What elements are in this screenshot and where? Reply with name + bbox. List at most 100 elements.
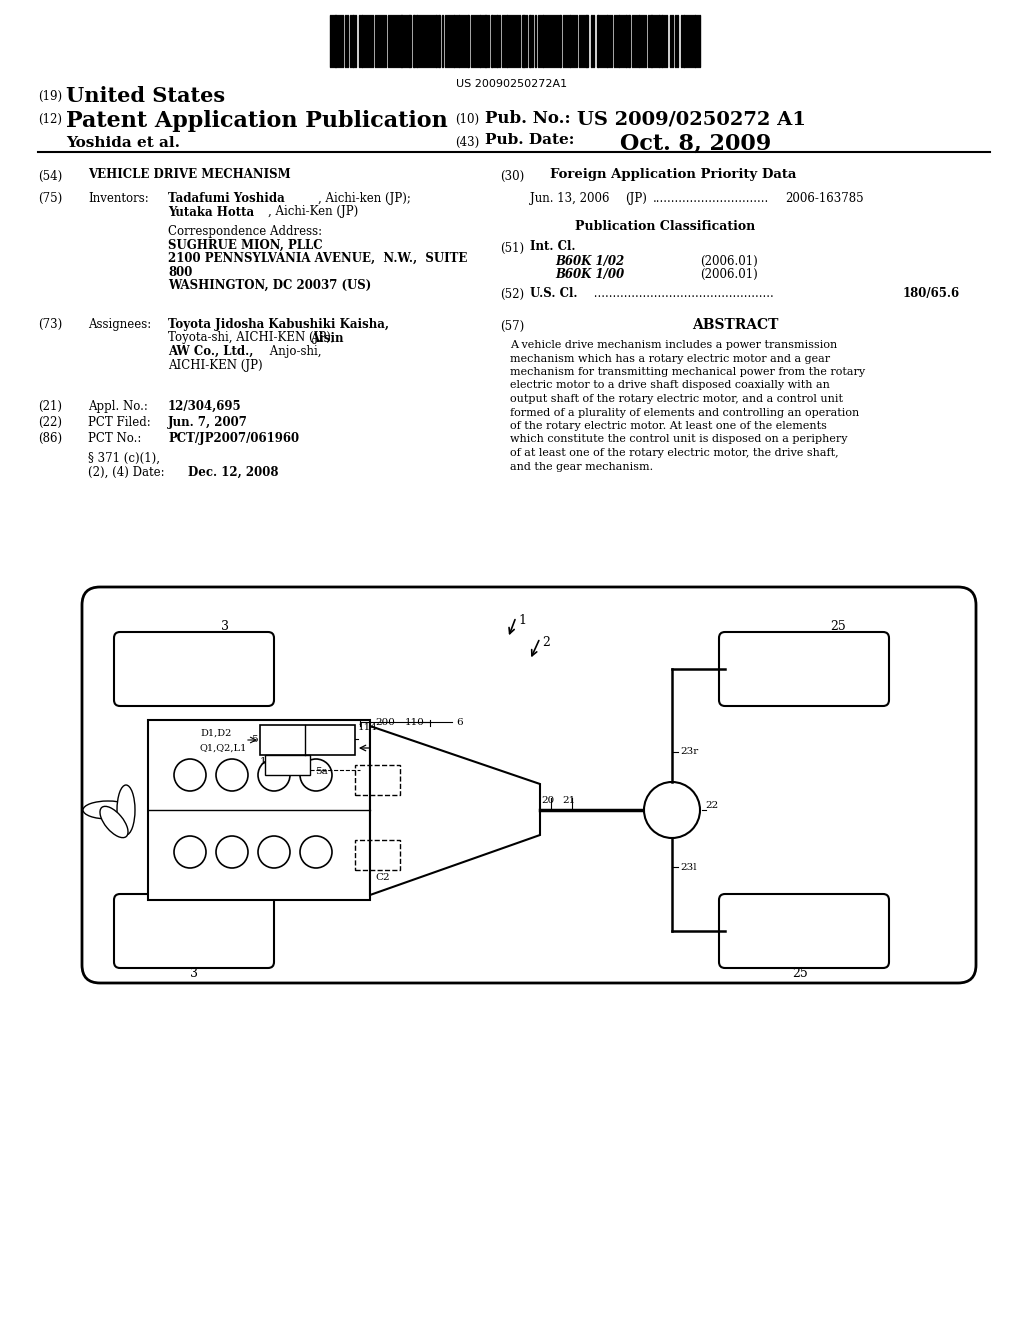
Bar bbox=[650, 15, 653, 67]
Text: 200: 200 bbox=[375, 718, 395, 727]
Text: PCT/JP2007/061960: PCT/JP2007/061960 bbox=[168, 432, 299, 445]
Bar bbox=[506, 15, 508, 67]
Bar bbox=[542, 15, 544, 67]
Text: 180/65.6: 180/65.6 bbox=[903, 286, 961, 300]
Text: US 20090250272A1: US 20090250272A1 bbox=[457, 79, 567, 88]
Text: VEHICLE DRIVE MECHANISM: VEHICLE DRIVE MECHANISM bbox=[88, 168, 291, 181]
Text: Jun. 7, 2007: Jun. 7, 2007 bbox=[168, 416, 248, 429]
Text: AICHI-KEN (JP): AICHI-KEN (JP) bbox=[168, 359, 262, 371]
Bar bbox=[334, 15, 337, 67]
Bar bbox=[467, 15, 469, 67]
Text: , Aichi-ken (JP);: , Aichi-ken (JP); bbox=[318, 191, 411, 205]
Bar bbox=[606, 15, 608, 67]
Text: 23r: 23r bbox=[680, 747, 698, 756]
Text: Inventors:: Inventors: bbox=[88, 191, 148, 205]
Circle shape bbox=[174, 759, 206, 791]
Text: 12/304,695: 12/304,695 bbox=[168, 400, 242, 413]
Bar bbox=[484, 15, 487, 67]
Text: Toyota Jidosha Kabushiki Kaisha,: Toyota Jidosha Kabushiki Kaisha, bbox=[168, 318, 389, 331]
Circle shape bbox=[300, 759, 332, 791]
Text: Toyota-shi, AICHI-KEN (JP);: Toyota-shi, AICHI-KEN (JP); bbox=[168, 331, 339, 345]
Bar bbox=[453, 15, 455, 67]
Text: Appl. No.:: Appl. No.: bbox=[88, 400, 147, 413]
Text: (10): (10) bbox=[455, 114, 479, 125]
Text: Yutaka Hotta: Yutaka Hotta bbox=[168, 206, 254, 219]
Text: D1,D2: D1,D2 bbox=[200, 729, 231, 738]
Text: (43): (43) bbox=[455, 136, 479, 149]
Text: (2006.01): (2006.01) bbox=[700, 255, 758, 268]
Text: SUGHRUE MION, PLLC: SUGHRUE MION, PLLC bbox=[168, 239, 323, 252]
Text: (86): (86) bbox=[38, 432, 62, 445]
Text: output shaft of the rotary electric motor, and a control unit: output shaft of the rotary electric moto… bbox=[510, 393, 843, 404]
Circle shape bbox=[258, 759, 290, 791]
Bar bbox=[148, 719, 370, 900]
Bar bbox=[529, 15, 531, 67]
Bar bbox=[458, 15, 460, 67]
Ellipse shape bbox=[83, 801, 133, 818]
Text: 2100 PENNSYLVANIA AVENUE,  N.W.,  SUITE: 2100 PENNSYLVANIA AVENUE, N.W., SUITE bbox=[168, 252, 467, 265]
Text: Aisin: Aisin bbox=[310, 331, 343, 345]
Text: (2), (4) Date:: (2), (4) Date: bbox=[88, 466, 165, 479]
Text: B60K 1/00: B60K 1/00 bbox=[555, 268, 624, 281]
Text: ................................................: ........................................… bbox=[590, 286, 774, 300]
Text: 3: 3 bbox=[221, 620, 229, 634]
Text: (75): (75) bbox=[38, 191, 62, 205]
Bar bbox=[355, 840, 400, 870]
Bar bbox=[400, 15, 403, 67]
Bar bbox=[597, 15, 599, 67]
Text: Jun. 13, 2006: Jun. 13, 2006 bbox=[530, 191, 609, 205]
Text: PCT No.:: PCT No.: bbox=[88, 432, 141, 445]
Bar bbox=[408, 15, 411, 67]
Text: 131: 131 bbox=[260, 758, 280, 767]
Polygon shape bbox=[370, 726, 540, 895]
Circle shape bbox=[300, 836, 332, 869]
Text: Pub. Date:: Pub. Date: bbox=[485, 133, 574, 147]
Text: (73): (73) bbox=[38, 318, 62, 331]
Text: (51): (51) bbox=[500, 242, 524, 255]
Text: Assignees:: Assignees: bbox=[88, 318, 152, 331]
Text: of the rotary electric motor. At least one of the elements: of the rotary electric motor. At least o… bbox=[510, 421, 826, 432]
Text: AW Co., Ltd.,: AW Co., Ltd., bbox=[168, 345, 253, 358]
Text: (12): (12) bbox=[38, 114, 62, 125]
Text: electric motor to a drive shaft disposed coaxially with an: electric motor to a drive shaft disposed… bbox=[510, 380, 829, 391]
Text: U.S. Cl.: U.S. Cl. bbox=[530, 286, 578, 300]
Text: (30): (30) bbox=[500, 170, 524, 183]
Text: 22: 22 bbox=[705, 800, 718, 809]
Bar bbox=[260, 725, 355, 755]
Text: 23l: 23l bbox=[680, 862, 696, 871]
Text: United States: United States bbox=[66, 86, 225, 106]
Text: 2006-163785: 2006-163785 bbox=[785, 191, 863, 205]
Bar bbox=[438, 15, 440, 67]
Ellipse shape bbox=[100, 807, 128, 838]
Circle shape bbox=[174, 836, 206, 869]
Text: (52): (52) bbox=[500, 288, 524, 301]
Text: C2: C2 bbox=[375, 873, 389, 882]
Text: Patent Application Publication: Patent Application Publication bbox=[66, 110, 447, 132]
Bar bbox=[628, 15, 630, 67]
Bar bbox=[658, 15, 660, 67]
Text: 3: 3 bbox=[190, 968, 198, 979]
Bar bbox=[618, 15, 620, 67]
Text: PCT Filed:: PCT Filed: bbox=[88, 416, 151, 429]
Text: B60K 1/02: B60K 1/02 bbox=[555, 255, 624, 268]
Bar bbox=[355, 766, 400, 795]
FancyBboxPatch shape bbox=[82, 587, 976, 983]
Bar bbox=[496, 15, 498, 67]
Text: (22): (22) bbox=[38, 416, 62, 429]
Bar bbox=[569, 15, 571, 67]
Text: formed of a plurality of elements and controlling an operation: formed of a plurality of elements and co… bbox=[510, 408, 859, 417]
Text: 114: 114 bbox=[358, 723, 378, 733]
Text: 5: 5 bbox=[251, 735, 258, 744]
Circle shape bbox=[258, 836, 290, 869]
Text: Int. Cl.: Int. Cl. bbox=[530, 240, 575, 253]
Circle shape bbox=[216, 836, 248, 869]
Text: Oct. 8, 2009: Oct. 8, 2009 bbox=[620, 133, 771, 154]
Circle shape bbox=[644, 781, 700, 838]
Bar bbox=[416, 15, 418, 67]
Text: mechanism for transmitting mechanical power from the rotary: mechanism for transmitting mechanical po… bbox=[510, 367, 865, 378]
Text: 110: 110 bbox=[406, 718, 425, 727]
Text: 5a: 5a bbox=[315, 767, 328, 776]
Text: (21): (21) bbox=[38, 400, 62, 413]
Bar bbox=[361, 15, 362, 67]
Text: which constitute the control unit is disposed on a periphery: which constitute the control unit is dis… bbox=[510, 434, 848, 445]
